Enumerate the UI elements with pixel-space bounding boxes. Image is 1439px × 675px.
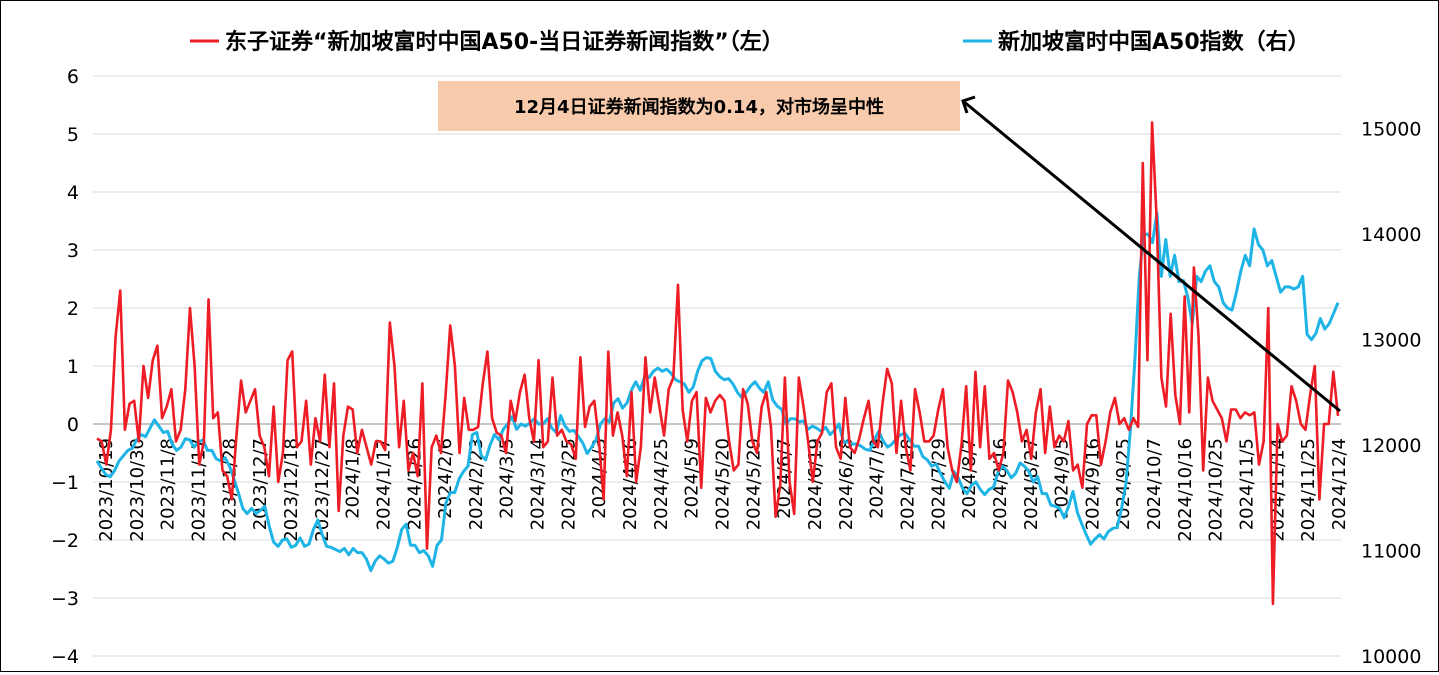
x-tick-label: 2024/4/25	[651, 438, 672, 530]
right-tick-label: 10000	[1361, 646, 1421, 668]
annotation-text: 12月4日证券新闻指数为0.14，对市场呈中性	[514, 96, 884, 118]
left-tick-label: 5	[67, 124, 79, 146]
x-tick-label: 2024/9/5	[1052, 438, 1073, 519]
x-tick-label: 2024/7/29	[928, 438, 949, 530]
x-tick-label: 2024/1/17	[373, 438, 394, 530]
annotation-arrow-line	[962, 99, 1341, 413]
x-tick-label: 2024/10/25	[1206, 438, 1227, 542]
x-tick-label: 2024/8/7	[959, 438, 980, 519]
left-tick-label: −3	[51, 588, 79, 610]
right-tick-label: 12000	[1361, 435, 1421, 457]
annotation-box	[438, 81, 960, 131]
x-tick-label: 2024/10/16	[1175, 438, 1196, 542]
legend: 东子证券“新加坡富时中国A50-当日证券新闻指数”（左） 新加坡富时中国A50指…	[190, 29, 1310, 55]
x-tick-label: 2024/11/25	[1298, 438, 1319, 542]
x-tick-label: 2024/12/4	[1329, 438, 1350, 530]
x-tick-label: 2024/3/5	[497, 438, 518, 519]
x-tick-label: 2024/1/8	[343, 438, 364, 519]
x-tick-label: 2023/10/30	[127, 438, 148, 542]
x-tick-label: 2024/7/18	[897, 438, 918, 530]
x-tick-label: 2023/12/18	[281, 438, 302, 542]
left-tick-label: 0	[67, 414, 79, 436]
right-tick-label: 11000	[1361, 541, 1421, 563]
x-tick-label: 2024/1/26	[404, 438, 425, 530]
x-tick-label: 2024/2/6	[435, 438, 456, 519]
left-tick-label: 6	[67, 66, 79, 88]
x-tick-label: 2024/3/14	[528, 438, 549, 530]
legend-label-news-index: 东子证券“新加坡富时中国A50-当日证券新闻指数”（左）	[225, 29, 784, 55]
left-tick-label: −1	[51, 472, 79, 494]
x-tick-label: 2024/2/23	[466, 438, 487, 530]
annotation: 12月4日证券新闻指数为0.14，对市场呈中性	[438, 81, 1341, 413]
x-tick-label: 2024/9/25	[1113, 438, 1134, 530]
x-axis-ticks: 2023/10/19 2023/10/30 2023/11/8 2023/11/17 2…	[96, 438, 1350, 542]
gridlines	[93, 75, 1341, 657]
x-tick-label: 2024/7/9	[867, 438, 888, 519]
x-tick-label: 2024/3/25	[558, 438, 579, 530]
left-tick-label: 1	[67, 356, 79, 378]
left-tick-label: −4	[51, 646, 79, 668]
x-tick-label: 2024/8/27	[1021, 438, 1042, 530]
legend-label-a50-index: 新加坡富时中国A50指数（右）	[998, 29, 1310, 55]
x-tick-label: 2023/10/19	[96, 438, 117, 542]
x-tick-label: 2024/11/5	[1237, 438, 1258, 530]
x-tick-label: 2024/5/20	[713, 438, 734, 530]
x-tick-label: 2023/11/17	[188, 438, 209, 542]
series-line-news-index	[96, 121, 1340, 606]
left-tick-label: 4	[67, 182, 79, 204]
x-tick-label: 2024/5/29	[743, 438, 764, 530]
x-tick-label: 2024/6/28	[836, 438, 857, 530]
right-axis-ticks: 15000 14000 13000 12000 11000 10000	[1361, 119, 1421, 668]
annotation-arrowhead	[961, 95, 976, 114]
left-tick-label: 3	[67, 240, 79, 262]
x-tick-label: 2024/10/7	[1144, 438, 1165, 530]
right-tick-label: 13000	[1361, 330, 1421, 352]
right-tick-label: 15000	[1361, 119, 1421, 141]
x-tick-label: 2024/5/9	[682, 438, 703, 519]
left-tick-label: −2	[51, 530, 79, 552]
left-tick-label: 2	[67, 298, 79, 320]
x-tick-label: 2024/9/16	[1082, 438, 1103, 530]
series-line-a50-index	[95, 211, 1340, 573]
x-tick-label: 2023/12/27	[312, 438, 333, 542]
x-tick-label: 2023/11/8	[158, 438, 179, 530]
left-axis-ticks: 6 5 4 3 2 1 0 −1 −2 −3 −4	[51, 66, 79, 668]
right-tick-label: 14000	[1361, 224, 1421, 246]
